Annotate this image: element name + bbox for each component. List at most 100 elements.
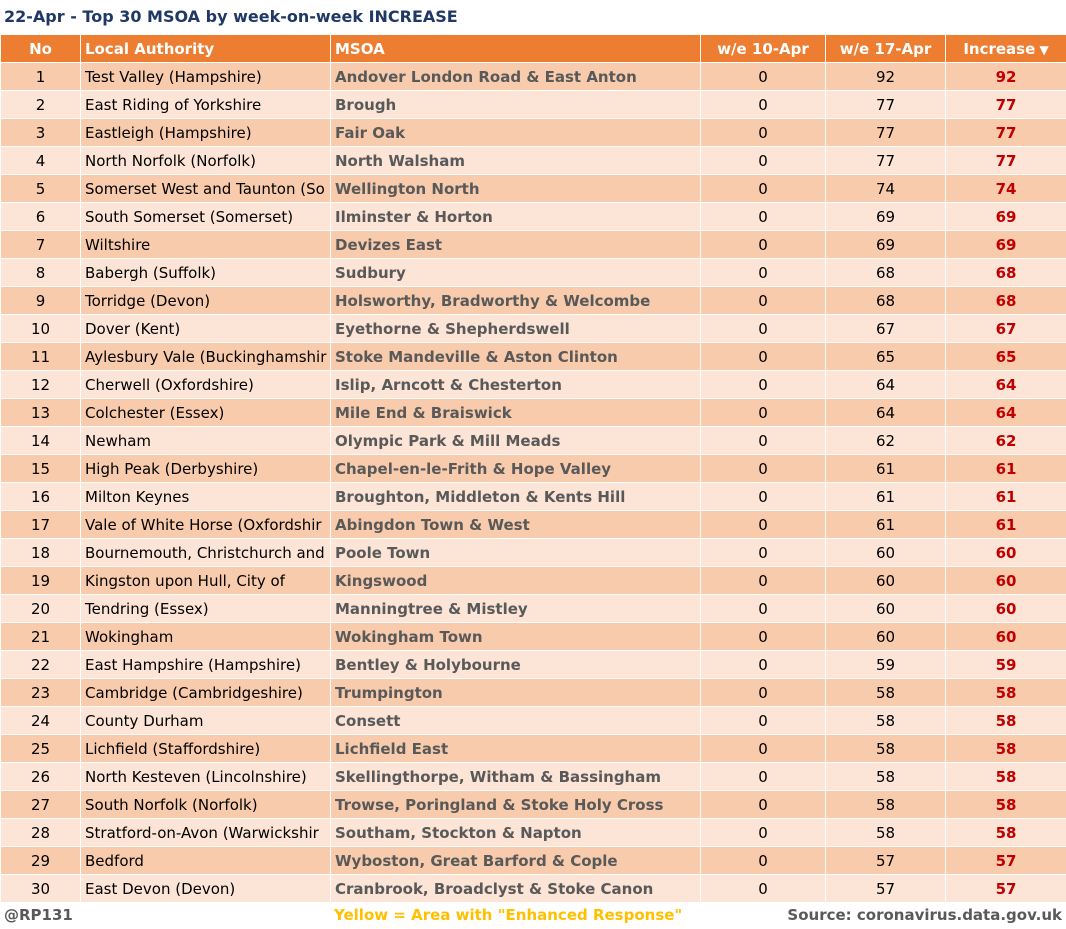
msoa: Consett: [330, 706, 701, 735]
row-number: 1: [0, 62, 81, 91]
we-17-apr: 65: [825, 342, 946, 371]
we-17-apr: 60: [825, 622, 946, 651]
msoa: Skellingthorpe, Witham & Bassingham: [330, 762, 701, 791]
row-number: 9: [0, 286, 81, 315]
row-number: 5: [0, 174, 81, 203]
local-authority: Bedford: [80, 846, 331, 875]
table-row: 2 East Riding of Yorkshire Brough 0 77 77: [0, 90, 1066, 119]
we-10-apr: 0: [700, 874, 826, 903]
row-number: 18: [0, 538, 81, 567]
increase: 61: [945, 510, 1066, 539]
we-10-apr: 0: [700, 650, 826, 679]
increase: 68: [945, 286, 1066, 315]
header-text: MSOA: [335, 39, 385, 58]
local-authority: County Durham: [80, 706, 331, 735]
local-authority: Milton Keynes: [80, 482, 331, 511]
increase: 62: [945, 426, 1066, 455]
we-10-apr: 0: [700, 594, 826, 623]
increase: 58: [945, 678, 1066, 707]
increase: 61: [945, 482, 1066, 511]
local-authority: Colchester (Essex): [80, 398, 331, 427]
row-number: 17: [0, 510, 81, 539]
local-authority: East Hampshire (Hampshire): [80, 650, 331, 679]
we-17-apr: 57: [825, 874, 946, 903]
we-10-apr: 0: [700, 482, 826, 511]
we-10-apr: 0: [700, 62, 826, 91]
local-authority: Tendring (Essex): [80, 594, 331, 623]
we-17-apr: 57: [825, 846, 946, 875]
we-10-apr: 0: [700, 510, 826, 539]
row-number: 15: [0, 454, 81, 483]
increase: 61: [945, 454, 1066, 483]
row-number: 8: [0, 258, 81, 287]
local-authority: Stratford-on-Avon (Warwickshir: [80, 818, 331, 847]
increase: 77: [945, 90, 1066, 119]
we-10-apr: 0: [700, 678, 826, 707]
column-header: w/e 10-Apr: [700, 34, 826, 63]
we-17-apr: 62: [825, 426, 946, 455]
increase: 58: [945, 706, 1066, 735]
source: Source: coronavirus.data.gov.uk: [787, 906, 1062, 924]
local-authority: Wiltshire: [80, 230, 331, 259]
table-row: 18 Bournemouth, Christchurch and Poole Tow…: [0, 538, 1066, 567]
increase: 64: [945, 370, 1066, 399]
local-authority: Aylesbury Vale (Buckinghamshir: [80, 342, 331, 371]
table-row: 28 Stratford-on-Avon (Warwickshir Southam,…: [0, 818, 1066, 847]
local-authority: Newham: [80, 426, 331, 455]
we-17-apr: 60: [825, 538, 946, 567]
we-10-apr: 0: [700, 846, 826, 875]
table-body: 1 Test Valley (Hampshire) Andover London R…: [0, 62, 1066, 903]
we-17-apr: 74: [825, 174, 946, 203]
row-number: 19: [0, 566, 81, 595]
table-row: 29 Bedford Wyboston, Great Barford & Cople…: [0, 846, 1066, 875]
msoa: Devizes East: [330, 230, 701, 259]
header-text: No: [29, 39, 52, 58]
we-17-apr: 58: [825, 762, 946, 791]
we-10-apr: 0: [700, 566, 826, 595]
we-10-apr: 0: [700, 146, 826, 175]
local-authority: South Somerset (Somerset): [80, 202, 331, 231]
msoa: Ilminster & Horton: [330, 202, 701, 231]
table-row: 23 Cambridge (Cambridgeshire) Trumpington 0…: [0, 678, 1066, 707]
we-17-apr: 58: [825, 678, 946, 707]
table-row: 12 Cherwell (Oxfordshire) Islip, Arncott &…: [0, 370, 1066, 399]
table-row: 17 Vale of White Horse (Oxfordshir Abingdo…: [0, 510, 1066, 539]
table-row: 5 Somerset West and Taunton (So Wellington…: [0, 174, 1066, 203]
increase: 60: [945, 622, 1066, 651]
increase: 77: [945, 146, 1066, 175]
local-authority: Torridge (Devon): [80, 286, 331, 315]
table-row: 19 Kingston upon Hull, City of Kingswood 0 6…: [0, 566, 1066, 595]
we-17-apr: 60: [825, 594, 946, 623]
increase: 57: [945, 846, 1066, 875]
local-authority: Eastleigh (Hampshire): [80, 118, 331, 147]
row-number: 14: [0, 426, 81, 455]
increase: 65: [945, 342, 1066, 371]
row-number: 11: [0, 342, 81, 371]
msoa: Wokingham Town: [330, 622, 701, 651]
msoa: Kingswood: [330, 566, 701, 595]
msoa: Andover London Road & East Anton: [330, 62, 701, 91]
msoa: Manningtree & Mistley: [330, 594, 701, 623]
we-17-apr: 77: [825, 118, 946, 147]
msoa: Sudbury: [330, 258, 701, 287]
handle: @RP131: [4, 906, 73, 924]
row-number: 25: [0, 734, 81, 763]
increase: 58: [945, 818, 1066, 847]
table-row: 13 Colchester (Essex) Mile End & Braiswick…: [0, 398, 1066, 427]
row-number: 26: [0, 762, 81, 791]
row-number: 21: [0, 622, 81, 651]
table-row: 7 Wiltshire Devizes East 0 69 69: [0, 230, 1066, 259]
table-row: 14 Newham Olympic Park & Mill Meads 0 62 62: [0, 426, 1066, 455]
we-17-apr: 64: [825, 398, 946, 427]
we-17-apr: 58: [825, 734, 946, 763]
we-10-apr: 0: [700, 230, 826, 259]
we-10-apr: 0: [700, 174, 826, 203]
msoa: North Walsham: [330, 146, 701, 175]
row-number: 23: [0, 678, 81, 707]
increase: 59: [945, 650, 1066, 679]
we-10-apr: 0: [700, 202, 826, 231]
we-17-apr: 92: [825, 62, 946, 91]
we-17-apr: 77: [825, 146, 946, 175]
we-17-apr: 67: [825, 314, 946, 343]
header-text: Increase: [963, 39, 1036, 58]
